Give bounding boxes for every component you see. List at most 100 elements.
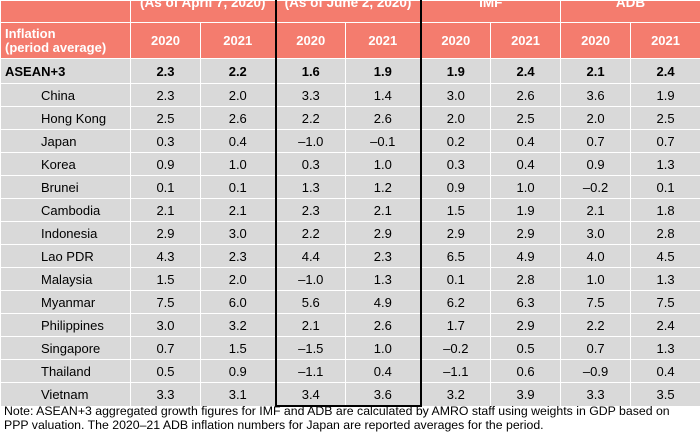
value-cell: 2.4 [630, 58, 700, 84]
value-cell: 1.5 [420, 198, 492, 222]
value-cell: 3.2 [420, 382, 492, 407]
year-header: 2020 [560, 22, 632, 59]
group-label: (As of April 7, 2020) [139, 0, 266, 11]
row-name: Brunei [0, 175, 131, 199]
value-cell: 1.0 [199, 152, 277, 176]
row-name: China [0, 83, 131, 107]
value-cell: 2.3 [345, 244, 422, 268]
value-cell: 4.5 [630, 244, 700, 268]
header-row: (As of April 7, 2020) (As of June 2, 2020… [0, 0, 700, 23]
value-cell: 3.1 [199, 382, 277, 407]
value-cell: 0.3 [274, 152, 347, 176]
value-cell: 1.4 [345, 83, 422, 107]
value-cell: 7.5 [560, 290, 632, 314]
value-cell: 2.9 [490, 221, 562, 245]
table-row: ASEAN+3 2.3 2.2 1.6 1.9 1.9 2.4 2.1 2.4 [0, 58, 700, 84]
table-row: Thailand 0.5 0.9 –1.1 0.4 –1.1 0.6 –0.9 0.4 [0, 359, 700, 383]
value-cell: 1.9 [420, 58, 492, 84]
row-name: Myanmar [0, 290, 131, 314]
value-cell: 1.9 [345, 58, 422, 84]
value-cell: 1.9 [630, 83, 700, 107]
row-name: Cambodia [0, 198, 131, 222]
year-header: 2020 [420, 22, 492, 59]
value-cell: 3.4 [274, 382, 347, 407]
value-cell: 2.9 [420, 221, 492, 245]
value-cell: 3.6 [560, 83, 632, 107]
value-cell: 2.2 [274, 106, 347, 130]
value-cell: 2.4 [490, 58, 562, 84]
table-row: Cambodia 2.1 2.1 2.3 2.1 1.5 1.9 2.1 1.8 [0, 198, 700, 222]
value-cell: 1.7 [420, 313, 492, 337]
value-cell: –0.2 [560, 175, 632, 199]
value-cell: 0.4 [490, 152, 562, 176]
value-cell: 1.3 [630, 152, 700, 176]
value-cell: 1.3 [345, 267, 422, 291]
group-header: (As of June 2, 2020) [274, 0, 422, 23]
value-cell: 0.4 [345, 359, 422, 383]
value-cell: 0.7 [560, 129, 632, 153]
row-name: Singapore [0, 336, 131, 360]
table-row: Korea 0.9 1.0 0.3 1.0 0.3 0.4 0.9 1.3 [0, 152, 700, 176]
value-cell: 3.0 [560, 221, 632, 245]
value-cell: 2.4 [630, 313, 700, 337]
value-cell: 2.3 [130, 58, 201, 84]
value-cell: –0.9 [560, 359, 632, 383]
value-cell: 1.3 [630, 336, 700, 360]
value-cell: 2.6 [345, 106, 422, 130]
value-cell: 3.0 [199, 221, 277, 245]
value-cell: 6.5 [420, 244, 492, 268]
value-cell: 2.8 [630, 221, 700, 245]
value-cell: 4.9 [345, 290, 422, 314]
value-cell: 1.0 [560, 267, 632, 291]
group-label: IMF [479, 0, 503, 11]
value-cell: 7.5 [630, 290, 700, 314]
value-cell: 0.1 [630, 175, 700, 199]
group-label: (As of June 2, 2020) [284, 0, 412, 11]
header-row: Inflation (period average) 2020 2021 2020 202… [0, 22, 700, 59]
value-cell: 7.5 [130, 290, 201, 314]
value-cell: 1.2 [345, 175, 422, 199]
table-row: Singapore 0.7 1.5 –1.5 1.0 –0.2 0.5 0.7 1.3 [0, 336, 700, 360]
row-name: ASEAN+3 [0, 58, 131, 84]
value-cell: 0.9 [420, 175, 492, 199]
value-cell: 0.1 [199, 175, 277, 199]
value-cell: 3.6 [345, 382, 422, 407]
value-cell: –1.1 [420, 359, 492, 383]
value-cell: 0.7 [130, 336, 201, 360]
year-header: 2020 [130, 22, 201, 59]
year-header: 2020 [274, 22, 347, 59]
value-cell: 2.3 [199, 244, 277, 268]
value-cell: 0.4 [199, 129, 277, 153]
value-cell: 2.2 [560, 313, 632, 337]
row-label-line: Inflation [5, 25, 56, 41]
year-header: 2021 [345, 22, 422, 59]
row-name: Lao PDR [0, 244, 131, 268]
value-cell: –1.0 [274, 129, 347, 153]
row-name: Indonesia [0, 221, 131, 245]
row-name: Hong Kong [0, 106, 131, 130]
value-cell: 6.3 [490, 290, 562, 314]
value-cell: 2.0 [420, 106, 492, 130]
value-cell: 6.2 [420, 290, 492, 314]
value-cell: 1.3 [274, 175, 347, 199]
value-cell: 0.1 [420, 267, 492, 291]
value-cell: 4.9 [490, 244, 562, 268]
table-row: Malaysia 1.5 2.0 –1.0 1.3 0.1 2.8 1.0 1.3 [0, 267, 700, 291]
row-name: Korea [0, 152, 131, 176]
row-name: Japan [0, 129, 131, 153]
value-cell: 0.7 [630, 129, 700, 153]
value-cell: 1.5 [130, 267, 201, 291]
value-cell: 2.0 [560, 106, 632, 130]
value-cell: 1.5 [199, 336, 277, 360]
row-name: Thailand [0, 359, 131, 383]
inflation-table: (As of April 7, 2020) (As of June 2, 2020… [0, 0, 700, 407]
value-cell: 3.3 [560, 382, 632, 407]
value-cell: 2.2 [199, 58, 277, 84]
value-cell: 1.3 [630, 267, 700, 291]
year-header: 2021 [490, 22, 562, 59]
table-row: Vietnam 3.3 3.1 3.4 3.6 3.2 3.9 3.3 3.5 [0, 382, 700, 407]
value-cell: –1.0 [274, 267, 347, 291]
value-cell: 2.9 [130, 221, 201, 245]
note: Note: ASEAN+3 aggregated growth figures … [4, 404, 670, 432]
